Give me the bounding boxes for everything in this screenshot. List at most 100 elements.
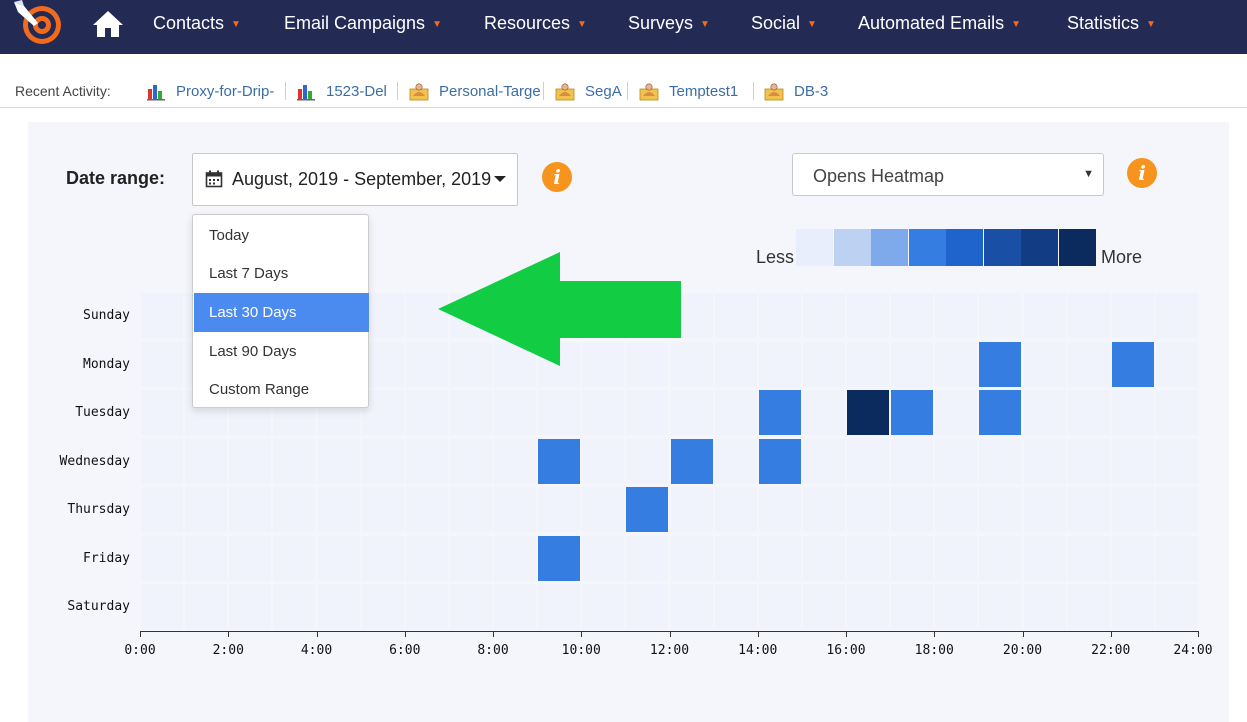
heatmap-cell: [714, 535, 757, 581]
heatmap-cell: [494, 487, 536, 532]
heatmap-cell: [891, 584, 934, 629]
menu-option-last-30-days[interactable]: Last 30 Days: [194, 293, 369, 332]
heatmap-cell: [538, 438, 581, 484]
heatmap-cell: [494, 535, 536, 581]
heatmap-cell: [141, 584, 183, 629]
separator: [753, 82, 754, 100]
heatmap-cell: [185, 535, 228, 581]
heatmap-cell: [538, 535, 581, 581]
menu-option-today[interactable]: Today: [209, 227, 250, 244]
heatmap-cell: [979, 438, 1022, 484]
recent-item-label: Personal-Targe: [439, 82, 541, 100]
nav-surveys[interactable]: Surveys ▼: [628, 13, 710, 33]
recent-activity-label: Recent Activity:: [15, 83, 111, 99]
bar-chart-icon: [297, 85, 315, 101]
separator: [627, 82, 628, 100]
nav-contacts[interactable]: Contacts ▼: [153, 13, 241, 33]
legend-swatch: [1058, 229, 1096, 266]
heatmap-cell: [1023, 584, 1066, 629]
recent-item-1523-del[interactable]: 1523-Del: [296, 80, 394, 102]
heatmap-cell: [1023, 438, 1066, 484]
heatmap-cell: [582, 487, 625, 532]
x-tick: [669, 631, 671, 637]
x-tick-label: 10:00: [561, 643, 601, 658]
heatmap-cell: [847, 438, 889, 484]
heatmap-cell: [935, 293, 978, 338]
nav-resources[interactable]: Resources ▼: [484, 13, 587, 33]
recent-item-label: Proxy-for-Drip-: [176, 82, 275, 100]
x-tick: [934, 631, 936, 637]
heatmap-cell: [847, 341, 889, 387]
x-tick: [404, 631, 406, 637]
heatmap-cell: [626, 487, 669, 532]
heatmap-cell: [802, 487, 845, 532]
x-tick-label: 18:00: [914, 643, 954, 658]
select-arrow-icon: ▼: [1083, 168, 1094, 180]
target-logo-icon[interactable]: [12, 0, 68, 50]
heatmap-cell: [1155, 487, 1198, 532]
heatmap-cell: [273, 535, 316, 581]
x-tick-label: 22:00: [1091, 643, 1131, 658]
heatmap-cell: [935, 487, 978, 532]
heatmap-type-select[interactable]: Opens Heatmap ▼: [792, 153, 1104, 196]
heatmap-cell: [935, 438, 978, 484]
heatmap-cell: [229, 584, 272, 629]
nav-automated-emails[interactable]: Automated Emails ▼: [858, 13, 1021, 33]
chevron-down-icon: ▼: [807, 19, 817, 30]
recent-item-sega[interactable]: SegA: [555, 80, 623, 102]
heatmap-cell: [361, 584, 404, 629]
heatmap-cell: [935, 584, 978, 629]
heatmap-cell: [802, 438, 845, 484]
recent-item-db-3[interactable]: DB-3: [764, 80, 834, 102]
heatmap-cell: [317, 438, 360, 484]
heatmap-cell: [758, 438, 801, 484]
info-icon[interactable]: i: [1127, 158, 1157, 188]
info-icon[interactable]: i: [542, 162, 572, 192]
heatmap-cell: [449, 341, 492, 387]
legend-swatch: [796, 229, 833, 266]
heatmap-cell: [714, 438, 757, 484]
menu-option-last-90-days[interactable]: Last 90 Days: [209, 343, 297, 360]
heatmap-cell: [538, 584, 581, 629]
heatmap-cell: [538, 390, 581, 435]
heatmap-cell: [847, 584, 889, 629]
heatmap-cell: [802, 535, 845, 581]
nav-social[interactable]: Social ▼: [751, 13, 817, 33]
heatmap-cell: [979, 390, 1022, 435]
x-tick-label: 14:00: [738, 643, 778, 658]
nav-statistics[interactable]: Statistics ▼: [1067, 13, 1156, 33]
heatmap-cell: [979, 293, 1022, 338]
date-range-label: Date range:: [66, 168, 166, 188]
x-tick-label: 16:00: [826, 643, 866, 658]
caret-down-icon: [494, 176, 506, 182]
nav-email-campaigns[interactable]: Email Campaigns ▼: [284, 13, 442, 33]
recent-activity-bar: Recent Activity: Proxy-for-Drip- 1523-De…: [0, 72, 1247, 108]
heatmap-cell: [1023, 341, 1066, 387]
recent-item-personal-targe[interactable]: Personal-Targe: [409, 80, 541, 102]
heatmap-cell: [141, 535, 183, 581]
chevron-down-icon: ▼: [1146, 19, 1156, 30]
day-label: Friday: [83, 550, 130, 566]
heatmap-cell: [317, 487, 360, 532]
heatmap-cell: [847, 293, 889, 338]
heatmap-cell: [582, 584, 625, 629]
legend-swatch: [1021, 229, 1058, 266]
heatmap-cell: [891, 438, 934, 484]
heatmap-cell: [405, 293, 448, 338]
bar-chart-icon: [147, 85, 165, 101]
date-range-picker[interactable]: August, 2019 - September, 2019: [192, 153, 518, 206]
separator: [397, 82, 398, 100]
recent-item-proxy-for-drip[interactable]: Proxy-for-Drip-: [146, 80, 283, 102]
recent-item-temptest1[interactable]: Temptest1: [639, 80, 749, 102]
heatmap-cell: [847, 535, 889, 581]
heatmap-cell: [847, 487, 889, 532]
heatmap-cell: [185, 584, 228, 629]
home-icon[interactable]: [92, 9, 124, 39]
x-tick: [140, 631, 141, 637]
heatmap-cell: [1111, 438, 1154, 484]
chevron-down-icon: ▼: [577, 19, 587, 30]
menu-option-last-7-days[interactable]: Last 7 Days: [209, 265, 289, 282]
heatmap-cell: [185, 487, 228, 532]
menu-option-custom-range[interactable]: Custom Range: [209, 381, 310, 398]
x-tick-label: 20:00: [1002, 643, 1043, 658]
